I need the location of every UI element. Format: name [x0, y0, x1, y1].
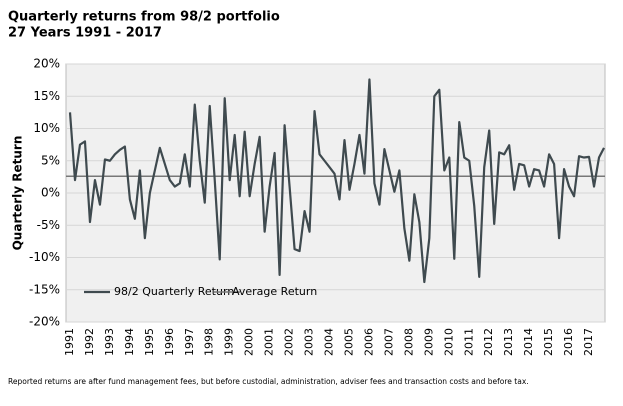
chart-subtitle: 27 Years 1991 - 2017 [8, 26, 162, 41]
x-tick-label: 1999 [223, 328, 236, 356]
footnote: Reported returns are after fund manageme… [8, 377, 529, 386]
x-tick-label: 2007 [382, 328, 395, 356]
legend-label: Average Return [232, 285, 317, 298]
x-tick-label: 2008 [402, 328, 415, 356]
y-tick-label: -10% [29, 250, 60, 264]
y-tick-label: -15% [29, 282, 60, 296]
x-tick-label: 1997 [183, 328, 196, 356]
x-tick-label: 2013 [502, 328, 515, 356]
x-tick-label: 2017 [582, 328, 595, 356]
y-tick-label: 20% [33, 57, 60, 71]
y-tick-label: 5% [41, 153, 60, 167]
x-tick-label: 2014 [522, 328, 535, 356]
x-tick-label: 2011 [462, 328, 475, 356]
y-tick-label: 15% [33, 89, 60, 103]
x-tick-label: 1996 [163, 328, 176, 356]
x-tick-label: 1994 [123, 328, 136, 356]
x-tick-label: 2016 [562, 328, 575, 356]
x-tick-label: 2006 [362, 328, 375, 356]
x-tick-label: 1991 [63, 328, 76, 356]
x-tick-label: 2005 [342, 328, 355, 356]
x-tick-label: 2015 [542, 328, 555, 356]
y-tick-label: -5% [37, 218, 60, 232]
x-tick-label: 2010 [442, 328, 455, 356]
x-tick-label: 1993 [103, 328, 116, 356]
y-tick-label: 10% [33, 121, 60, 135]
x-tick-label: 2003 [303, 328, 316, 356]
y-axis-title: Quarterly Return [11, 136, 25, 251]
x-tick-label: 1998 [203, 328, 216, 356]
x-tick-label: 2000 [243, 328, 256, 356]
x-tick-label: 2009 [422, 328, 435, 356]
chart-title: Quarterly returns from 98/2 portfolio [8, 10, 280, 25]
x-tick-label: 2001 [263, 328, 276, 356]
x-tick-label: 2002 [283, 328, 296, 356]
data-line [68, 78, 605, 284]
y-tick-label: -20% [29, 315, 60, 329]
y-tick-label: 0% [41, 186, 60, 200]
legend-label: 98/2 Quarterly Return [114, 285, 234, 298]
x-tick-label: 1992 [83, 328, 96, 356]
x-tick-label: 2012 [482, 328, 495, 356]
x-tick-label: 2004 [323, 328, 336, 356]
x-tick-label: 1995 [143, 328, 156, 356]
